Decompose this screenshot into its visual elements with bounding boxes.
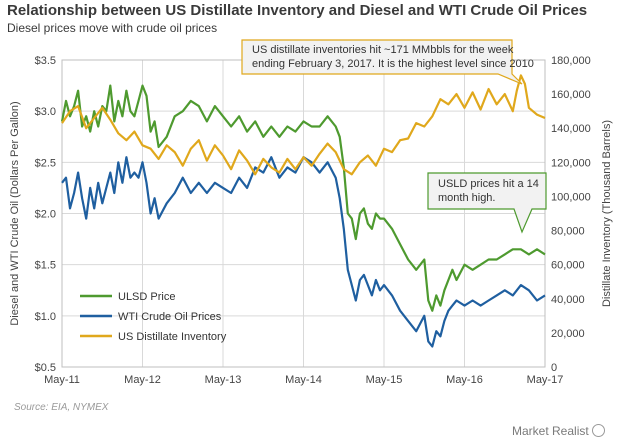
x-tick-label: May-12 (124, 374, 161, 386)
chart-subtitle: Diesel prices move with crude oil prices (7, 21, 218, 35)
y-tick-label: $1.5 (35, 260, 56, 272)
y-tick-label: $2.0 (35, 209, 56, 221)
legend-label: ULSD Price (118, 291, 175, 303)
brand-logo: Market Realist (512, 424, 605, 438)
y2-tick-label: 160,000 (551, 89, 591, 101)
series-line-wti-crude-oil-prices (61, 156, 546, 348)
source-note: Source: EIA, NYMEX (14, 402, 109, 413)
y-tick-label: $1.0 (35, 311, 56, 323)
series-line-ulsd-price (60, 84, 546, 312)
x-tick-label: May-17 (527, 374, 564, 386)
y-tick-label: $3.0 (35, 106, 56, 118)
annotation-text-inventory: US distillate inventories hit ~171 MMbbl… (252, 44, 534, 70)
series-line-us-distillate-inventory (61, 74, 546, 176)
y2-tick-label: 120,000 (551, 157, 591, 169)
x-tick-label: May-14 (285, 374, 322, 386)
x-tick-label: May-13 (205, 374, 242, 386)
x-tick-label: May-15 (366, 374, 403, 386)
y2-tick-label: 20,000 (551, 328, 585, 340)
legend-label: US Distillate Inventory (118, 331, 227, 343)
y2-tick-label: 0 (551, 362, 557, 374)
y2-tick-label: 180,000 (551, 55, 591, 67)
legend-label: WTI Crude Oil Prices (118, 311, 222, 323)
y2-tick-label: 80,000 (551, 226, 585, 238)
brand-logo-text: Market Realist (512, 424, 589, 438)
chart-title: Relationship between US Distillate Inven… (7, 2, 588, 19)
brand-logo-icon (591, 424, 605, 437)
annotation-box-ulsd (427, 172, 547, 234)
y-axis-title: Diesel and WTI Crude Oil (Dollars Per Ga… (9, 101, 21, 325)
y2-axis-title: Distillate Inventory (Thousand Barrels) (601, 120, 613, 307)
x-tick-label: May-11 (44, 374, 80, 386)
y2-tick-label: 40,000 (551, 294, 585, 306)
x-tick-label: May-16 (446, 374, 483, 386)
annotation-box-inventory (241, 39, 523, 85)
y2-tick-label: 100,000 (551, 191, 591, 203)
y-tick-label: $0.5 (35, 362, 56, 374)
y-tick-label: $2.5 (35, 157, 56, 169)
annotation-text-ulsd: USLD prices hit a 14 month high. (438, 178, 539, 204)
y2-tick-label: 140,000 (551, 123, 591, 135)
y2-tick-label: 60,000 (551, 260, 585, 272)
y-tick-label: $3.5 (35, 55, 56, 67)
